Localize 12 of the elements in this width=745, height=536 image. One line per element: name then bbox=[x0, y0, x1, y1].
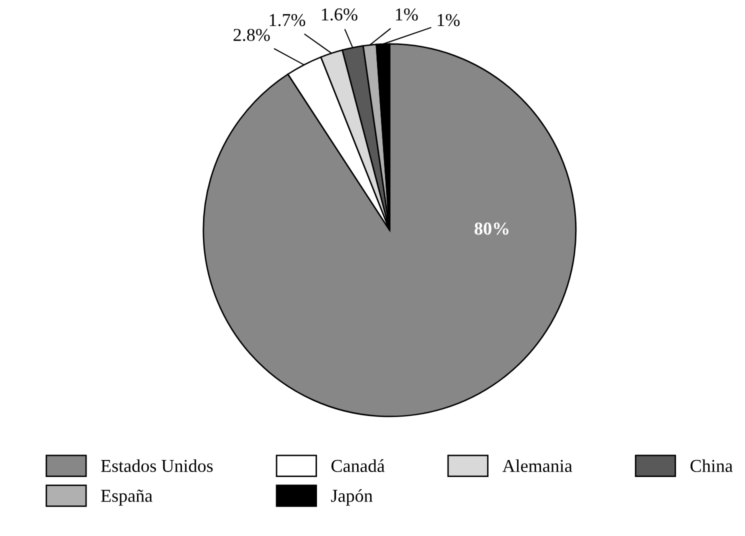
data-label: 1% bbox=[438, 14, 460, 26]
legend-label: Canadá bbox=[331, 459, 385, 472]
data-label: 1.6% bbox=[322, 8, 358, 21]
data-label: 80% bbox=[474, 222, 508, 235]
legend-label: España bbox=[101, 490, 152, 506]
data-label: 1.7% bbox=[270, 14, 306, 26]
legend-label: Japón bbox=[331, 489, 373, 506]
data-label: 1% bbox=[396, 8, 418, 21]
legend-label: Alemania bbox=[502, 459, 572, 472]
legend-label: China bbox=[690, 459, 733, 472]
legend-label: Estados Unidos bbox=[101, 459, 213, 472]
data-label: 2.8% bbox=[234, 28, 270, 42]
